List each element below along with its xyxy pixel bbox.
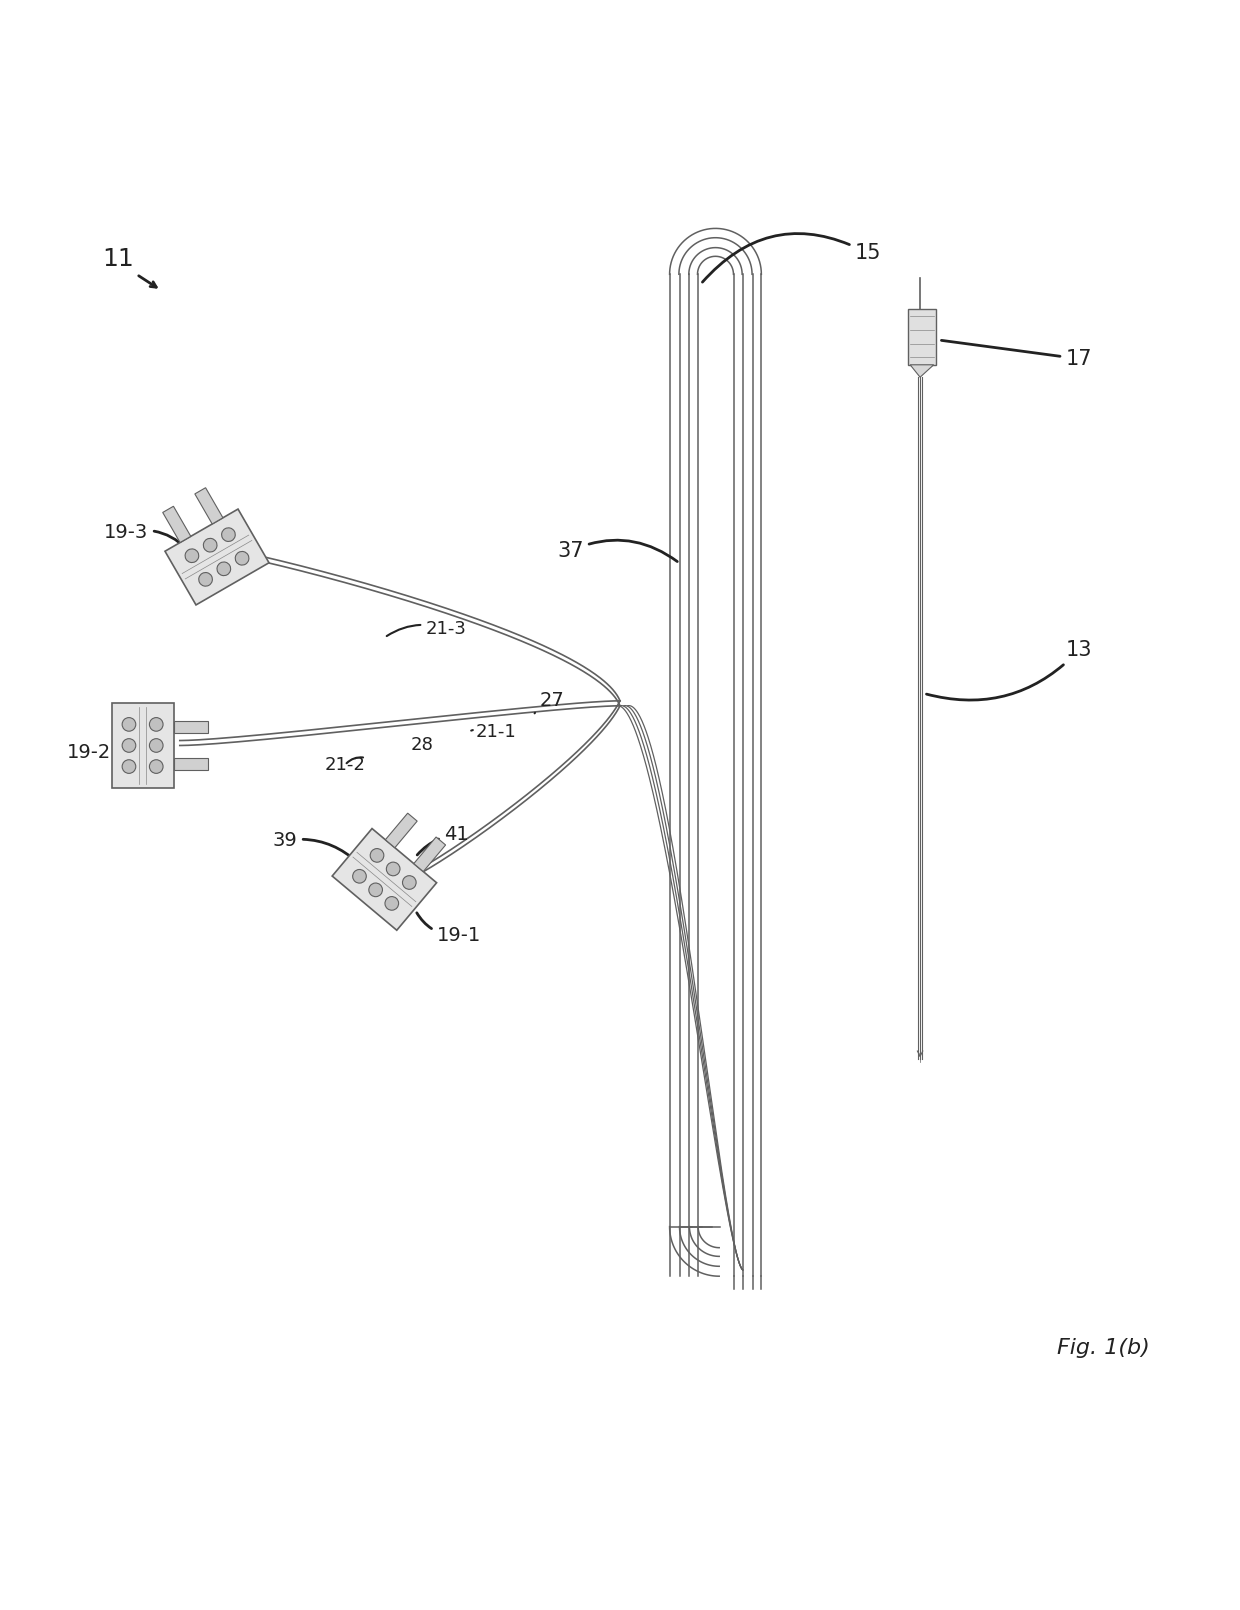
Circle shape	[185, 549, 198, 562]
Text: Fig. 1(b): Fig. 1(b)	[1058, 1338, 1149, 1359]
Circle shape	[236, 552, 249, 565]
Text: 17: 17	[941, 340, 1092, 369]
Bar	[414, 837, 445, 871]
Text: 27: 27	[534, 691, 564, 713]
Text: 37: 37	[557, 541, 677, 562]
Text: 19-1: 19-1	[417, 913, 481, 945]
Circle shape	[368, 882, 382, 897]
Circle shape	[371, 848, 384, 863]
Circle shape	[222, 528, 236, 541]
Circle shape	[150, 739, 164, 752]
Text: 11: 11	[102, 248, 134, 272]
Circle shape	[150, 718, 164, 731]
Bar	[195, 488, 223, 523]
Text: 13: 13	[926, 641, 1092, 700]
Text: 28: 28	[410, 736, 433, 755]
Circle shape	[403, 876, 417, 889]
Circle shape	[122, 739, 135, 752]
FancyBboxPatch shape	[332, 829, 436, 931]
Text: 19-2: 19-2	[67, 742, 122, 762]
Text: 21-2: 21-2	[325, 757, 365, 774]
Circle shape	[122, 760, 135, 773]
Text: 39: 39	[273, 831, 357, 863]
Circle shape	[203, 538, 217, 552]
FancyBboxPatch shape	[908, 309, 936, 365]
Text: 41: 41	[417, 824, 469, 855]
Polygon shape	[910, 365, 934, 377]
FancyBboxPatch shape	[112, 704, 174, 787]
Text: 19-3: 19-3	[104, 523, 186, 549]
Circle shape	[217, 562, 231, 576]
Bar	[174, 721, 208, 733]
Circle shape	[384, 897, 398, 910]
Circle shape	[198, 573, 212, 586]
Bar	[162, 506, 191, 543]
Bar	[174, 758, 208, 770]
Text: 21-3: 21-3	[387, 620, 466, 638]
Text: 15: 15	[702, 233, 882, 282]
Bar	[386, 813, 417, 848]
Circle shape	[352, 869, 366, 884]
Circle shape	[122, 718, 135, 731]
Circle shape	[150, 760, 164, 773]
Circle shape	[387, 861, 401, 876]
FancyBboxPatch shape	[165, 509, 269, 605]
Text: 21-1: 21-1	[471, 723, 516, 741]
